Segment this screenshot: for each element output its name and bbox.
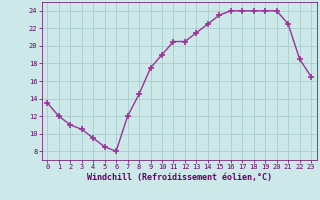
X-axis label: Windchill (Refroidissement éolien,°C): Windchill (Refroidissement éolien,°C): [87, 173, 272, 182]
